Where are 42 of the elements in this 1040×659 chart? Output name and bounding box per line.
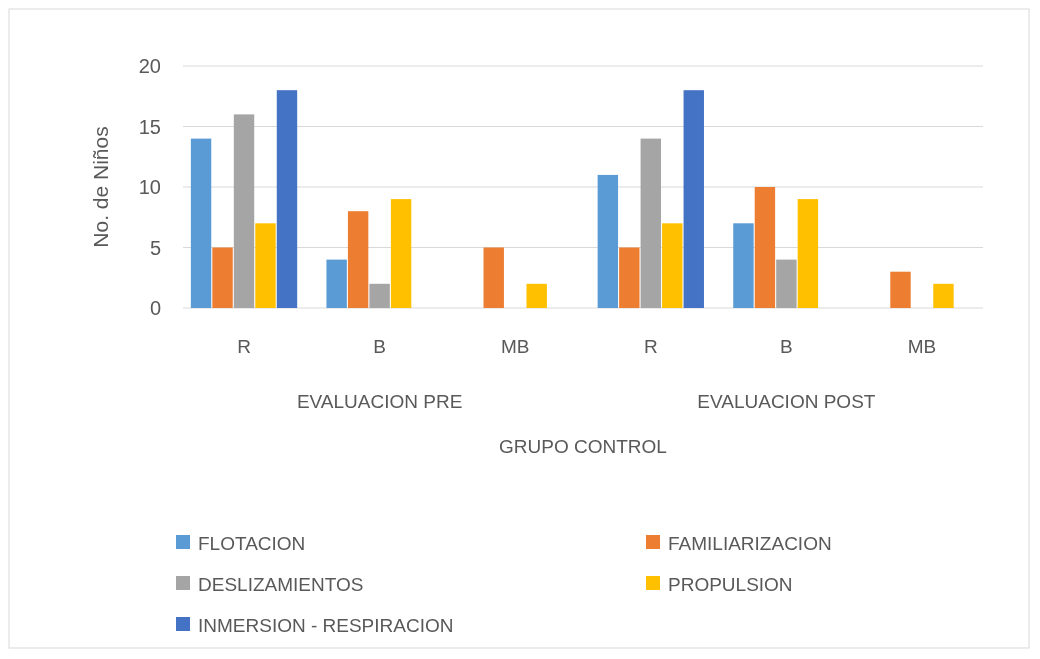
y-tick-label: 10	[138, 176, 161, 198]
bar	[526, 283, 547, 308]
legend-label: PROPULSION	[668, 573, 793, 595]
legend-label: INMERSION - RESPIRACION	[198, 614, 454, 636]
bar	[483, 247, 504, 308]
bar	[776, 259, 797, 308]
x-tick-label: MB	[907, 336, 937, 357]
bar	[190, 138, 212, 308]
bar	[662, 223, 683, 308]
x-tick-label: MB	[500, 336, 530, 357]
bar	[890, 271, 911, 308]
bar	[326, 259, 347, 308]
legend-label: FAMILIARIZACION	[668, 532, 832, 554]
x-tick-label: R	[643, 336, 658, 357]
bar	[597, 174, 619, 308]
bar	[390, 199, 412, 308]
y-tick-label: 20	[138, 55, 161, 77]
bar	[233, 114, 255, 308]
bar	[754, 187, 776, 308]
bar	[347, 211, 369, 308]
legend-label: DESLIZAMIENTOS	[198, 573, 364, 595]
bar	[797, 199, 819, 308]
bar	[640, 138, 661, 308]
bar	[933, 283, 954, 308]
bar	[733, 223, 754, 308]
y-tick-label: 15	[138, 115, 161, 138]
y-axis-title: No. de Niños	[89, 126, 112, 248]
bar	[683, 90, 704, 308]
y-tick-label: 0	[149, 297, 161, 319]
x-axis-title: GRUPO CONTROL	[499, 436, 667, 457]
text: EVALUACION POST	[697, 391, 876, 412]
bar	[619, 247, 640, 308]
x-tick-label: B	[780, 336, 793, 357]
bar	[212, 247, 233, 308]
bar	[276, 90, 298, 308]
x-tick-label: R	[237, 336, 251, 357]
legend-label: FLOTACION	[198, 532, 306, 554]
bar	[255, 223, 276, 308]
x-tick-label: B	[373, 336, 386, 357]
y-tick-label: 5	[149, 236, 161, 259]
bar	[369, 283, 390, 308]
text: EVALUACION PRE	[296, 391, 463, 412]
